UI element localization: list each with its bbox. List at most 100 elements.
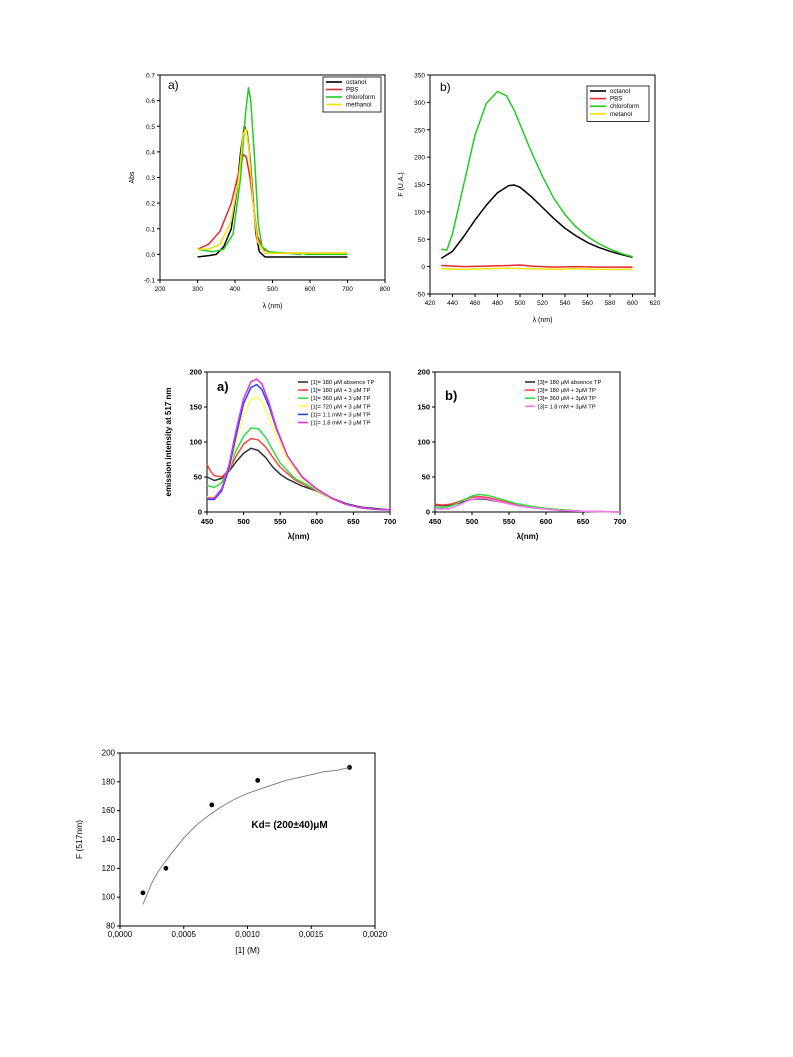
x-tick-label: 600 (540, 517, 553, 526)
y-tick-label: -50 (416, 292, 426, 299)
y-tick-label: 0 (426, 508, 430, 517)
y-tick-label: 200 (414, 155, 425, 162)
y-tick-label: 350 (414, 73, 425, 80)
y-axis-label: Abs (129, 171, 136, 184)
legend-label: [3]= 360 μM + 3μM TP (538, 396, 596, 402)
legend-label: [3]= 1.8 mM + 3μM TP (538, 404, 596, 410)
series-line (197, 153, 348, 254)
y-tick-label: 250 (414, 127, 425, 134)
y-tick-label: 0.7 (146, 73, 155, 80)
x-tick-label: 0,0020 (363, 930, 388, 939)
y-tick-label: 50 (194, 473, 202, 482)
y-tick-label: 0 (198, 508, 202, 517)
legend-label: [1]= 360 μM + 3 μM TP (311, 396, 371, 402)
x-tick-label: 700 (614, 517, 627, 526)
legend-label: chloroform (346, 94, 375, 101)
y-tick-label: 0 (421, 264, 425, 271)
x-tick-label: 400 (230, 286, 241, 293)
series-line (207, 378, 391, 511)
x-tick-label: 550 (274, 517, 287, 526)
data-point (255, 777, 261, 783)
plot-frame (119, 752, 376, 927)
legend-label: methanol (346, 102, 371, 109)
series-line (197, 128, 348, 254)
x-tick-label: 200 (155, 286, 166, 293)
data-point (163, 865, 169, 871)
y-tick-label: 0.0 (146, 252, 155, 259)
x-tick-label: 0,0005 (172, 930, 197, 939)
y-tick-label: 100 (414, 209, 425, 216)
series-line (434, 497, 621, 513)
legend-label: [1]= 1.8 mM + 3 μM TP (311, 421, 370, 427)
legend-label: chloroform (610, 103, 639, 110)
y-tick-label: 150 (189, 403, 202, 412)
y-tick-label: 0.1 (146, 226, 155, 233)
y-tick-label: 180 (102, 777, 116, 786)
y-axis-label: emission intensity at 517 nm (164, 388, 173, 497)
legend-label: [3]= 180 μM + 3μM TP (538, 388, 596, 394)
y-tick-label: 140 (102, 835, 116, 844)
series-line (434, 495, 621, 513)
kd-annotation: Kd= (200±40)μM (251, 820, 327, 831)
series-line (441, 90, 633, 258)
x-tick-label: 800 (380, 286, 391, 293)
x-axis-label: [1] (M) (235, 945, 260, 955)
y-tick-label: 200 (102, 749, 116, 758)
series-line (206, 447, 391, 511)
absorbance-chart: 200 300 400 500 600 700 800 -0.1 0.0 0.1 0.2 0.3 0.4… (129, 73, 391, 311)
x-tick-label: 0,0000 (108, 930, 133, 939)
legend-label: octanol (610, 88, 630, 95)
x-tick-label: 440 (447, 300, 458, 307)
x-axis-label: λ (nm) (263, 303, 283, 310)
x-tick-label: 450 (201, 517, 214, 526)
x-tick-label: 420 (425, 300, 436, 307)
x-tick-label: 600 (311, 517, 324, 526)
x-axis-label: λ (nm) (533, 317, 553, 324)
data-point (209, 802, 215, 808)
y-tick-label: 100 (102, 893, 116, 902)
legend-label: [1]= 1.1 mM + 3 μM TP (311, 412, 370, 418)
legend-label: [3]= 180 μM absence TP (538, 380, 601, 386)
data-point (140, 890, 146, 896)
legend-label: PBS (610, 96, 622, 103)
x-tick-label: 700 (342, 286, 353, 293)
y-axis-label: F (U.A.) (398, 172, 405, 197)
legend-box (586, 85, 650, 122)
x-tick-label: 520 (537, 300, 548, 307)
x-tick-label: 0,0015 (299, 930, 324, 939)
fit-curve (142, 766, 350, 905)
legend-box (322, 76, 382, 113)
series-line (441, 267, 633, 271)
emission-chart-b: 450 500 550 600 650 700 0 50 100 150 200 λ(nm) b) [3]… (417, 368, 627, 542)
x-tick-label: 480 (492, 300, 503, 307)
x-tick-label: 300 (192, 286, 203, 293)
y-tick-label: 100 (417, 438, 430, 447)
x-tick-label: 500 (237, 517, 250, 526)
y-tick-label: 80 (106, 922, 115, 931)
legend-label: octanol (346, 79, 366, 86)
x-axis-label: λ(nm) (517, 532, 539, 541)
y-axis-label: F (517nm) (74, 820, 84, 859)
x-tick-label: 500 (267, 286, 278, 293)
panel-label: b) (445, 388, 457, 403)
y-tick-label: 200 (417, 368, 430, 377)
x-tick-label: 600 (627, 300, 638, 307)
legend-label: [1]= 180 μM + 3 μM TP (311, 388, 371, 394)
y-tick-label: 0.4 (146, 149, 155, 156)
panel-label: a) (217, 379, 229, 394)
kd-binding-chart: 0,0000 0,0005 0,0010 0,0015 0,0020 80 100 120 14… (74, 749, 388, 956)
x-tick-label: 650 (347, 517, 360, 526)
panel-label: b) (440, 80, 451, 94)
x-tick-label: 500 (515, 300, 526, 307)
x-tick-label: 500 (466, 517, 479, 526)
legend-label: metanol (610, 111, 632, 118)
x-tick-label: 550 (503, 517, 516, 526)
y-tick-label: 150 (414, 182, 425, 189)
x-tick-label: 650 (577, 517, 590, 526)
y-tick-label: 200 (189, 368, 202, 377)
x-tick-label: 580 (605, 300, 616, 307)
y-tick-label: 50 (418, 237, 426, 244)
fluorescence-chart: 420 440 460 480 500 520 540 560 580 600 620 -50 0 50 1… (398, 73, 661, 325)
x-tick-label: 460 (470, 300, 481, 307)
y-tick-label: 120 (102, 864, 116, 873)
